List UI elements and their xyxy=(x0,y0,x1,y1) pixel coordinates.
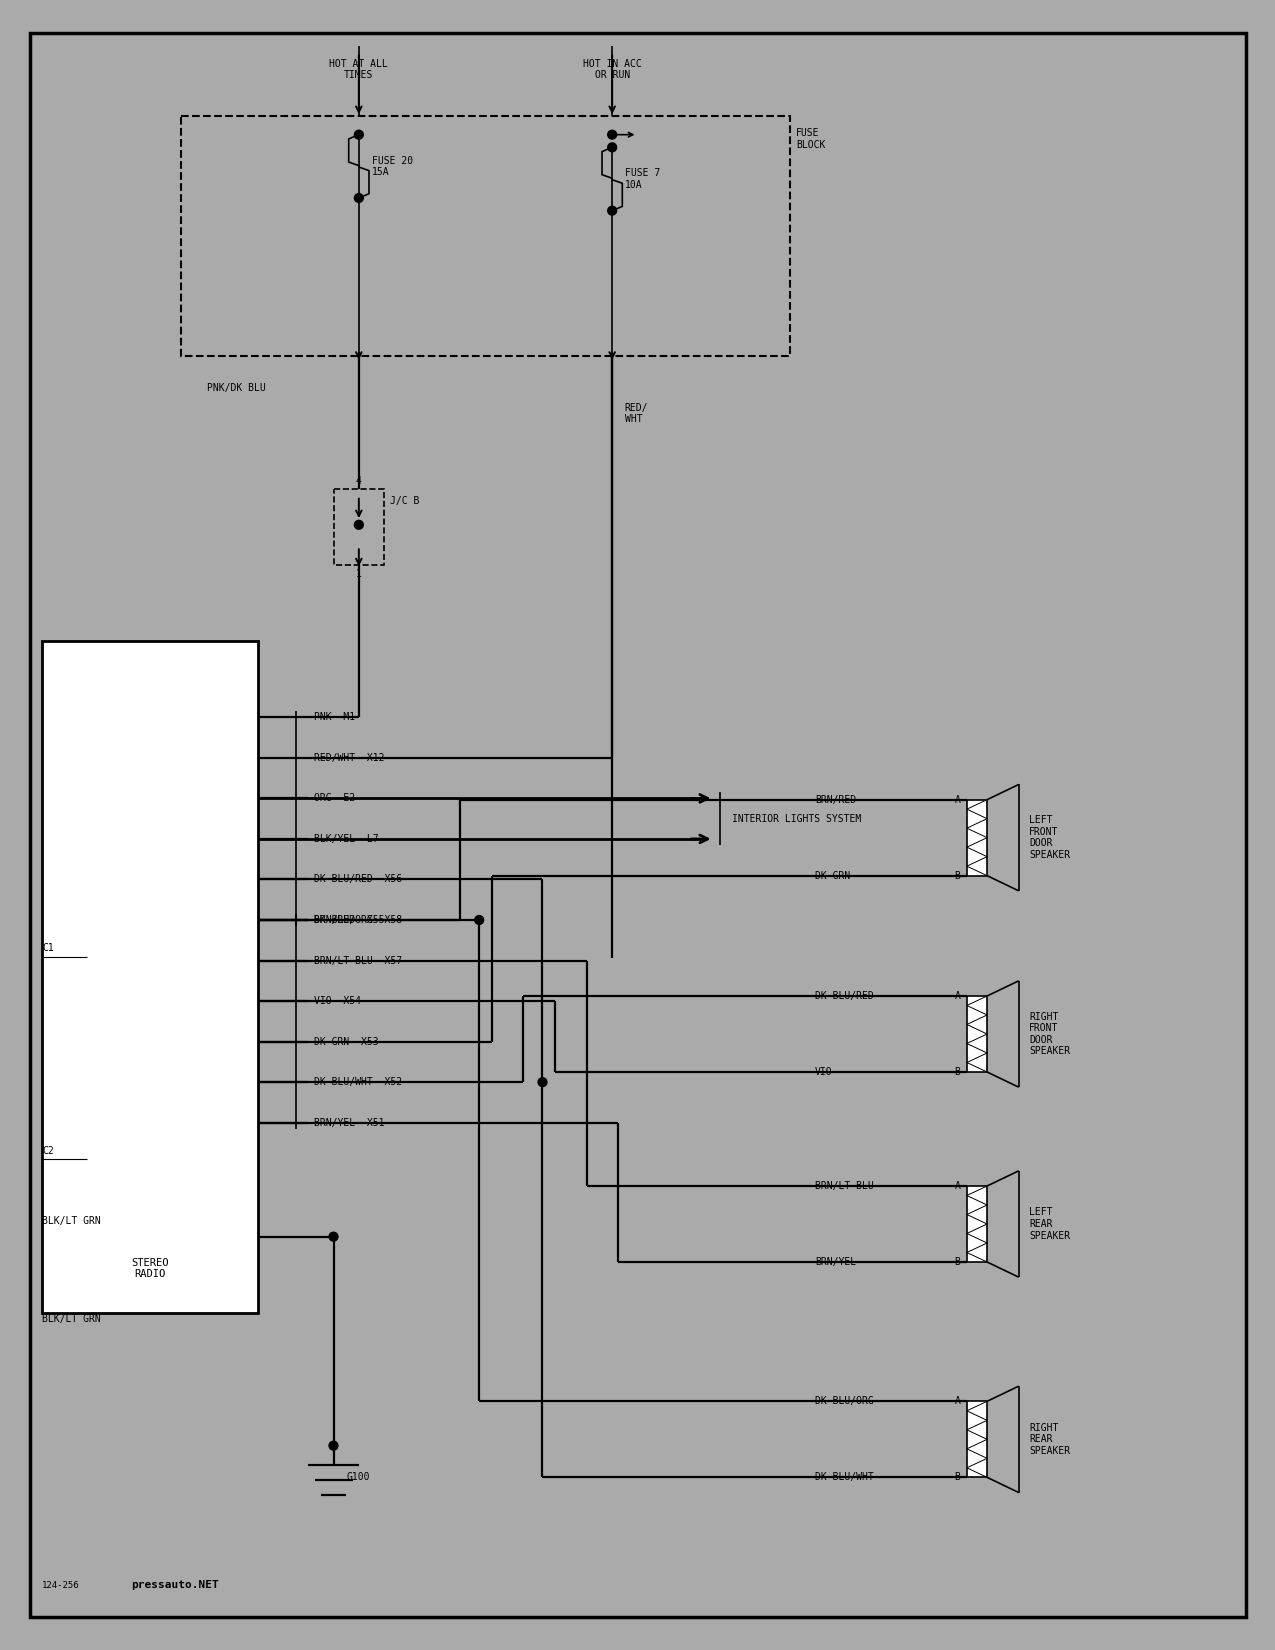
Bar xyxy=(966,1401,987,1477)
Circle shape xyxy=(329,1440,338,1450)
Text: HOT IN ACC
OR RUN: HOT IN ACC OR RUN xyxy=(583,59,641,81)
Text: pressauto.NET: pressauto.NET xyxy=(131,1581,218,1591)
Bar xyxy=(334,490,384,566)
Text: BRN/YEL  X51: BRN/YEL X51 xyxy=(315,1117,385,1127)
Text: DK GRN: DK GRN xyxy=(815,871,850,881)
Text: DK BLU/RED: DK BLU/RED xyxy=(815,992,873,1002)
Text: BRN/YEL: BRN/YEL xyxy=(815,1257,856,1267)
Text: DK BLU/WHT: DK BLU/WHT xyxy=(815,1472,873,1482)
Text: RED/
WHT: RED/ WHT xyxy=(625,403,648,424)
Text: BRN/RED  X55: BRN/RED X55 xyxy=(315,916,385,926)
Text: A: A xyxy=(955,992,960,1002)
Text: STEREO
RADIO: STEREO RADIO xyxy=(131,1257,168,1279)
Text: LEFT
REAR
SPEAKER: LEFT REAR SPEAKER xyxy=(1029,1208,1070,1241)
Bar xyxy=(966,1186,987,1262)
Circle shape xyxy=(329,1233,338,1241)
Text: VIO: VIO xyxy=(815,1068,833,1077)
Text: BRN/LT BLU  X57: BRN/LT BLU X57 xyxy=(315,955,403,965)
Circle shape xyxy=(474,916,483,924)
Text: BLK/LT GRN: BLK/LT GRN xyxy=(42,1216,101,1226)
Text: RED/WHT  X12: RED/WHT X12 xyxy=(315,752,385,762)
Bar xyxy=(966,800,987,876)
Text: C2: C2 xyxy=(42,1145,54,1155)
Text: BLK/YEL  L7: BLK/YEL L7 xyxy=(315,833,379,843)
Circle shape xyxy=(608,130,617,139)
Text: B: B xyxy=(955,1472,960,1482)
Circle shape xyxy=(354,193,363,203)
Text: DK BLU/ORG: DK BLU/ORG xyxy=(815,1396,873,1406)
Text: G100: G100 xyxy=(347,1472,370,1482)
Text: PNK/DK BLU: PNK/DK BLU xyxy=(207,383,265,393)
Text: BRN/LT BLU: BRN/LT BLU xyxy=(815,1181,873,1191)
Text: RIGHT
REAR
SPEAKER: RIGHT REAR SPEAKER xyxy=(1029,1422,1070,1455)
Circle shape xyxy=(354,520,363,530)
Text: BRN/RED: BRN/RED xyxy=(815,795,856,805)
Text: LEFT
FRONT
DOOR
SPEAKER: LEFT FRONT DOOR SPEAKER xyxy=(1029,815,1070,860)
Circle shape xyxy=(538,1077,547,1087)
Text: PNK  M1: PNK M1 xyxy=(315,713,356,723)
Text: A: A xyxy=(955,795,960,805)
Text: FUSE
BLOCK: FUSE BLOCK xyxy=(796,129,825,150)
Circle shape xyxy=(608,144,617,152)
Text: 124-256: 124-256 xyxy=(42,1581,80,1589)
Bar xyxy=(42,642,258,1313)
Text: DK GRN  X53: DK GRN X53 xyxy=(315,1036,379,1046)
Text: C1: C1 xyxy=(42,942,54,952)
Text: 1: 1 xyxy=(356,569,362,579)
Text: B: B xyxy=(955,1257,960,1267)
Text: RIGHT
FRONT
DOOR
SPEAKER: RIGHT FRONT DOOR SPEAKER xyxy=(1029,1011,1070,1056)
Text: DK BLU/RED  X56: DK BLU/RED X56 xyxy=(315,874,403,884)
Text: HOT AT ALL
TIMES: HOT AT ALL TIMES xyxy=(329,59,388,81)
Text: INTERIOR LIGHTS SYSTEM: INTERIOR LIGHTS SYSTEM xyxy=(733,813,862,823)
Text: FUSE 20
15A: FUSE 20 15A xyxy=(371,155,413,177)
Text: FUSE 7
10A: FUSE 7 10A xyxy=(625,168,660,190)
Text: DK BLU/ORG  X58: DK BLU/ORG X58 xyxy=(315,916,403,926)
Text: B: B xyxy=(955,871,960,881)
Bar xyxy=(966,997,987,1072)
Text: A: A xyxy=(955,1181,960,1191)
Text: J/C B: J/C B xyxy=(390,495,419,505)
Circle shape xyxy=(354,130,363,139)
Text: VIO  X54: VIO X54 xyxy=(315,997,362,1006)
Text: 4: 4 xyxy=(356,475,362,485)
Text: DK BLU/WHT  X52: DK BLU/WHT X52 xyxy=(315,1077,403,1087)
Text: A: A xyxy=(955,1396,960,1406)
Circle shape xyxy=(608,206,617,214)
Text: BLK/LT GRN: BLK/LT GRN xyxy=(42,1313,101,1323)
Bar xyxy=(181,116,789,356)
Text: B: B xyxy=(955,1068,960,1077)
Text: ORG  E2: ORG E2 xyxy=(315,794,356,804)
